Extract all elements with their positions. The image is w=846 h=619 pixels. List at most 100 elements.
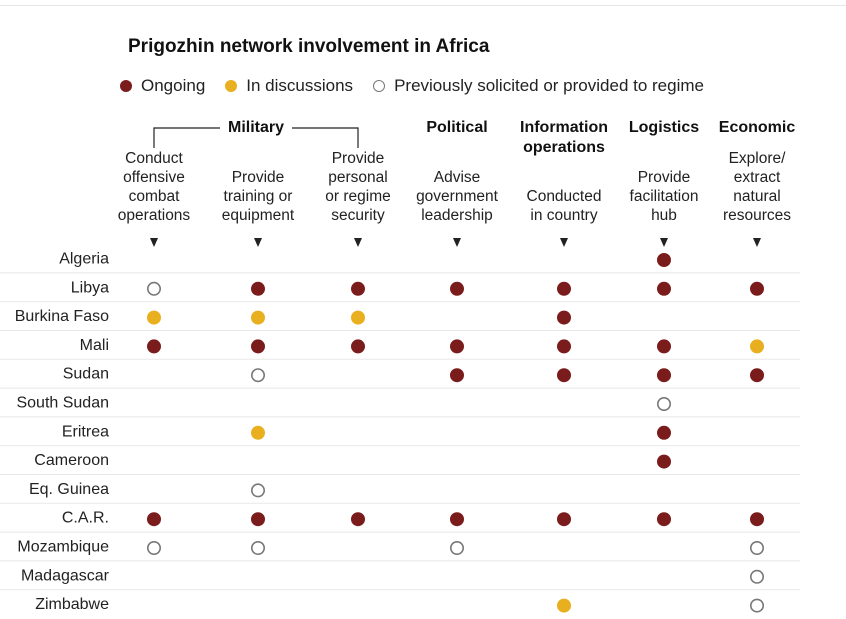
column-header-line: equipment	[222, 207, 295, 224]
ongoing-dot	[657, 339, 671, 354]
down-arrow-icon	[560, 238, 568, 247]
column-header-line: in country	[530, 207, 597, 224]
down-arrow-icon	[354, 238, 362, 247]
ongoing-dot	[450, 512, 464, 527]
column-header-line: resources	[723, 207, 791, 224]
top-rule	[0, 5, 846, 6]
previous-ring-icon	[373, 80, 386, 92]
in-discussions-dot	[750, 339, 764, 354]
column-header-line: Provide	[332, 150, 385, 167]
ongoing-dot	[147, 339, 161, 354]
country-label: Sudan	[63, 366, 109, 383]
ongoing-dot	[557, 310, 571, 325]
group-label-line: Information	[520, 119, 608, 136]
ongoing-dot	[450, 281, 464, 296]
ongoing-dot	[657, 425, 671, 440]
ongoing-dot-icon	[120, 80, 132, 92]
ongoing-dot	[557, 512, 571, 527]
column-header-line: Provide	[638, 169, 691, 186]
ongoing-dot	[657, 454, 671, 469]
country-label: Algeria	[59, 251, 109, 268]
country-label: Eq. Guinea	[29, 481, 109, 498]
previous-ring	[147, 540, 162, 555]
legend-label: In discussions	[246, 76, 354, 95]
previous-ring	[656, 396, 671, 411]
down-arrow-icon	[254, 238, 262, 247]
ongoing-dot	[557, 339, 571, 354]
group-label-line: operations	[523, 139, 605, 156]
previous-ring	[251, 483, 266, 498]
previous-ring	[749, 598, 764, 613]
previous-ring	[251, 540, 266, 555]
in-discussions-dot	[147, 310, 161, 325]
column-header-line: Advise	[434, 169, 481, 186]
in-discussions-dot	[251, 425, 265, 440]
previous-ring	[749, 540, 764, 555]
in-discussions-dot	[557, 598, 571, 613]
column-header-line: facilitation	[630, 188, 699, 205]
ongoing-dot	[657, 512, 671, 527]
column-header-line: Conducted	[527, 188, 602, 205]
ongoing-dot	[657, 253, 671, 267]
military-bracket-right	[292, 127, 359, 148]
in-discussions-dot	[351, 310, 365, 325]
column-header-line: combat	[129, 188, 181, 205]
down-arrow-icon	[150, 238, 158, 247]
ongoing-dot	[750, 368, 764, 383]
group-label-economic: Economic	[719, 119, 796, 136]
column-header-line: operations	[118, 207, 191, 224]
ongoing-dot	[351, 339, 365, 354]
ongoing-dot	[351, 512, 365, 527]
country-label: South Sudan	[16, 395, 109, 412]
down-arrow-icon	[660, 238, 668, 247]
column-header-line: Provide	[232, 169, 285, 186]
legend-item-previous: Previously solicited or provided to regi…	[373, 76, 704, 96]
column-header-line: training or	[224, 188, 293, 205]
column-header-line: security	[331, 207, 385, 224]
down-arrow-icon	[453, 238, 461, 247]
country-label: Mali	[80, 337, 109, 354]
legend-item-ongoing: Ongoing	[120, 76, 205, 96]
previous-ring	[449, 540, 464, 555]
previous-ring	[147, 281, 162, 296]
column-header-line: extract	[734, 169, 781, 186]
previous-ring	[251, 368, 266, 383]
column-header-line: natural	[733, 188, 780, 205]
legend-item-in-discussions: In discussions	[225, 76, 353, 96]
country-label: Cameroon	[34, 452, 109, 469]
country-label: Zimbabwe	[35, 596, 109, 613]
column-header-line: or regime	[325, 188, 390, 205]
country-label: Burkina Faso	[15, 308, 109, 325]
in-discussions-dot-icon	[225, 80, 238, 92]
ongoing-dot	[557, 281, 571, 296]
ongoing-dot	[147, 512, 161, 527]
country-label: Mozambique	[17, 539, 109, 556]
ongoing-dot	[351, 281, 365, 296]
ongoing-dot	[251, 339, 265, 354]
column-header-line: offensive	[123, 169, 185, 186]
column-header-line: government	[416, 188, 499, 205]
legend-label: Ongoing	[141, 76, 206, 95]
down-arrow-icon	[753, 238, 761, 247]
group-label-political: Political	[426, 119, 487, 136]
country-label: C.A.R.	[62, 510, 109, 527]
ongoing-dot	[750, 512, 764, 527]
legend: Ongoing In discussions Previously solici…	[120, 76, 724, 96]
column-header-line: hub	[651, 207, 677, 224]
ongoing-dot	[750, 281, 764, 296]
ongoing-dot	[557, 368, 571, 383]
legend-label: Previously solicited or provided to regi…	[394, 76, 704, 95]
column-header-line: Conduct	[125, 150, 183, 167]
column-header-line: Explore/	[729, 150, 787, 167]
in-discussions-dot	[251, 310, 265, 325]
column-header-line: leadership	[421, 207, 493, 224]
military-bracket-left	[153, 127, 220, 148]
chart-title: Prigozhin network involvement in Africa	[128, 36, 490, 57]
previous-ring	[749, 569, 764, 584]
group-label-military: Military	[228, 119, 284, 136]
ongoing-dot	[657, 281, 671, 296]
country-label: Madagascar	[21, 567, 110, 584]
country-label: Eritrea	[62, 423, 109, 440]
ongoing-dot	[657, 368, 671, 383]
ongoing-dot	[450, 368, 464, 383]
